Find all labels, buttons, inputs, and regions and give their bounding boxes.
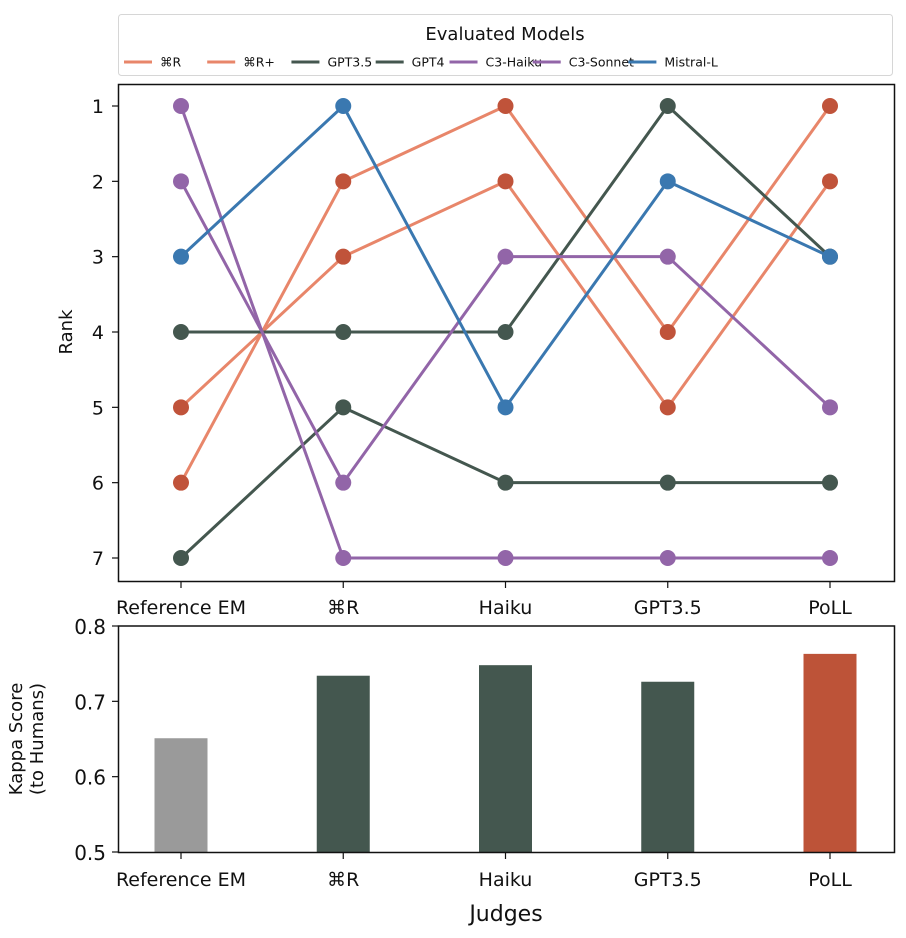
marker-c3-sonnet [497,248,514,265]
legend-label: ⌘R+ [243,55,275,70]
series-line-gpt3-5 [181,104,832,334]
legend-item-c3-haiku: C3-Haiku [449,55,543,70]
bar-x-tick-label: Reference EM [116,869,246,891]
bar-axes [117,625,896,854]
marker-mistral-l [335,98,352,114]
bar--r [316,675,370,852]
marker-gpt4 [335,399,352,416]
marker-gpt3-5 [173,324,189,340]
marker-gpt4 [659,474,676,491]
bar-x-tick-label: Haiku [479,869,533,891]
legend-title: Evaluated Models [425,24,584,45]
marker-c3-haiku [173,98,189,114]
series-line--r- [179,104,832,484]
bar-y-tick-label: 0.7 [74,690,106,714]
legend-label: C3-Haiku [486,55,543,70]
rank-y-tick-label: 2 [92,171,104,193]
marker-gpt3-5 [659,98,676,114]
marker--r [173,399,189,416]
marker-c3-haiku [497,550,514,566]
marker-c3-sonnet [659,248,676,265]
legend-label: C3-Sonnet [569,55,634,70]
marker-mistral-l [173,248,189,265]
marker-c3-sonnet [822,399,838,416]
bar-y-axis-label-line2: (to Humans) [27,683,48,795]
marker-c3-haiku [822,550,838,566]
rank-x-tick-label: PoLL [808,597,852,619]
legend-label: ⌘R [160,55,182,70]
legend: Evaluated Models ⌘R ⌘R+ GPT3.5 GPT4 C3-Haiku… [118,14,893,76]
rank-y-axis-label: Rank [56,309,77,355]
bar-x-axis-label: Judges [467,902,542,927]
bar-reference-em [154,738,208,852]
legend-label: GPT3.5 [327,55,372,70]
marker-mistral-l [822,248,838,265]
rank-x-tick-label: Haiku [479,597,533,619]
legend-item-mistral-l: Mistral-L [628,55,718,70]
rank-y-tick-label: 1 [92,96,104,118]
marker--r [335,248,352,265]
marker--r- [822,98,838,114]
marker-c3-sonnet [173,173,189,190]
rank-y-tick-label: 6 [92,473,104,495]
rank-y-tick-label: 3 [92,247,104,269]
marker--r [822,173,838,190]
bar-y-tick-label: 0.8 [74,615,106,639]
rank-y-tick-label: 7 [92,548,104,570]
rank-x-tick-label: Reference EM [116,597,246,619]
marker-mistral-l [659,173,676,190]
legend-label: Mistral-L [664,55,717,70]
bar-y-tick-label: 0.6 [74,766,106,790]
marker-mistral-l [497,399,514,416]
marker-gpt3-5 [335,324,352,340]
marker-c3-haiku [659,550,676,566]
marker--r- [497,98,514,114]
bar-x-tick-label: PoLL [808,869,852,891]
bar-gpt3-5 [641,681,695,852]
rank-plot-frame [117,83,896,583]
marker-gpt4 [822,474,838,491]
rank-x-tick-label: GPT3.5 [634,597,702,619]
bar-y-axis-label-line1: Kappa Score [6,683,27,796]
rank-x-tick-label: ⌘R [327,597,359,619]
bar-x-tick-label: ⌘R [327,869,359,891]
legend-item--r: ⌘R [124,55,182,70]
kappa-bar-chart: 0.5 0.6 0.7 0.8 Reference EM ⌘R Haiku GPT3.5 Po… [6,615,896,927]
bar-haiku [479,665,532,852]
marker-gpt3-5 [497,324,514,340]
rank-y-tick-label: 4 [92,322,104,344]
marker-c3-haiku [335,550,352,566]
legend-item-gpt3-5: GPT3.5 [291,55,372,70]
marker-c3-sonnet [335,474,352,491]
marker--r- [173,474,189,491]
legend-frame [118,14,893,76]
legend-item-c3-sonnet: C3-Sonnet [532,55,634,70]
marker-gpt4 [173,550,189,566]
marker--r [659,399,676,416]
marker--r- [335,173,352,190]
rank-chart: 1 2 3 4 5 6 7 Reference EM ⌘R Haiku GPT3.5 PoLL Ra… [56,83,896,619]
bar-x-tick-label: GPT3.5 [634,869,702,891]
legend-label: GPT4 [412,55,445,70]
bar-y-tick-label: 0.5 [74,841,106,865]
marker--r [497,173,514,190]
marker-gpt4 [497,474,514,491]
rank-y-tick-label: 5 [92,397,104,419]
marker--r- [659,324,676,340]
legend-item-gpt4: GPT4 [375,55,445,70]
legend-item--r-: ⌘R+ [207,55,275,70]
bar-poll [803,653,857,852]
